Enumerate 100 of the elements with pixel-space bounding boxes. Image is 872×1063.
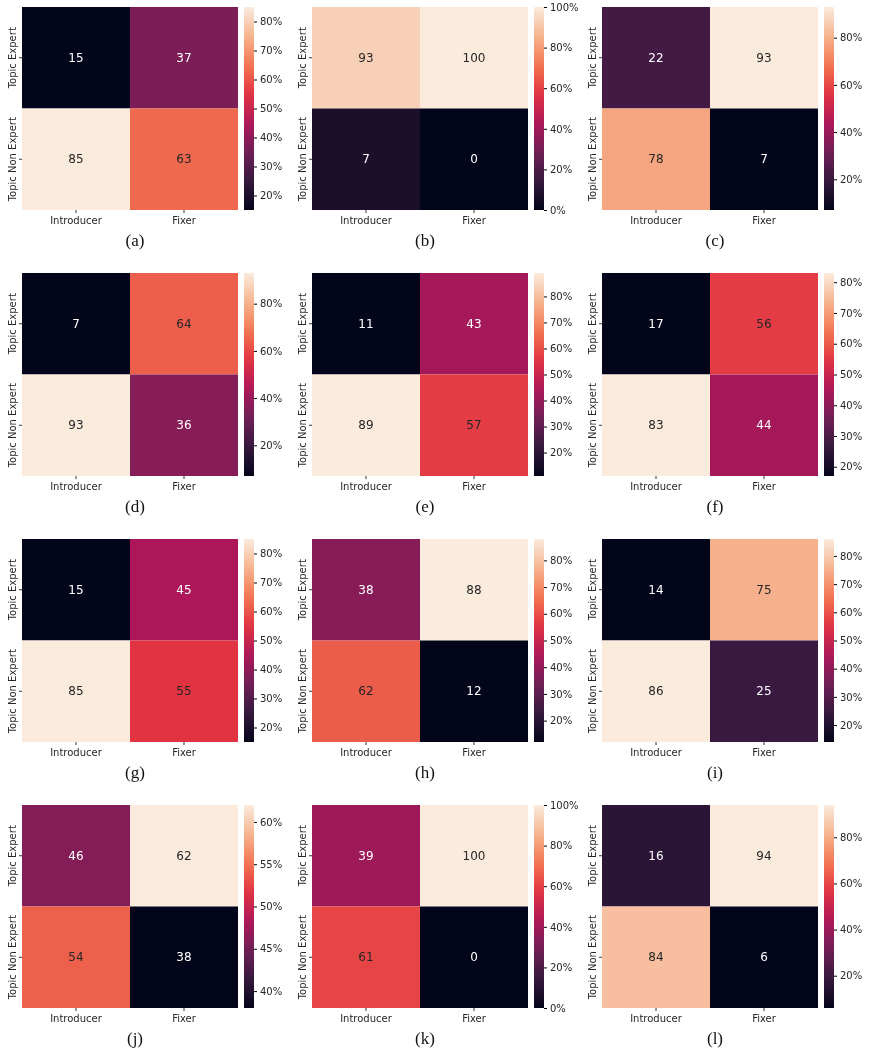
data-label: 15 xyxy=(68,50,84,65)
color-bar-label: 30% xyxy=(260,693,283,705)
y-tick-label: Topic Non Expert xyxy=(587,649,598,735)
data-label: 86 xyxy=(648,684,664,699)
data-label: 63 xyxy=(176,152,192,167)
x-tick-label: Fixer xyxy=(752,215,777,226)
y-tick-label: Topic Expert xyxy=(297,27,308,90)
color-bar-label: 60% xyxy=(840,878,863,890)
color-bar-label: 80% xyxy=(260,548,283,560)
data-label: 11 xyxy=(358,316,374,331)
data-label: 88 xyxy=(466,582,482,597)
color-bar-label: 70% xyxy=(260,577,283,589)
color-bar-label: 55% xyxy=(260,858,283,870)
x-tick-label: Introducer xyxy=(630,1013,683,1024)
y-tick-label: Topic Expert xyxy=(297,293,308,356)
color-bar-label: 50% xyxy=(550,635,573,647)
y-tick-label: Topic Non Expert xyxy=(587,915,598,1001)
x-tick-label: Fixer xyxy=(462,481,487,492)
color-bar-label: 80% xyxy=(550,840,573,852)
color-bar-label: 50% xyxy=(260,635,283,647)
y-tick-label: Topic Expert xyxy=(7,293,18,356)
data-label: 85 xyxy=(68,152,84,167)
data-label: 78 xyxy=(648,152,664,167)
color-bar-label: 40% xyxy=(550,921,573,933)
color-bar-label: 50% xyxy=(550,369,573,381)
data-label: 15 xyxy=(68,582,84,597)
color-bar-label: 80% xyxy=(840,550,863,562)
data-label: 61 xyxy=(358,950,374,965)
text: (e) xyxy=(415,497,435,516)
y-tick-label: Topic Expert xyxy=(297,559,308,622)
color-bar-label: 80% xyxy=(840,276,863,288)
color-bar-label: 30% xyxy=(840,430,863,442)
data-label: 94 xyxy=(756,848,772,863)
data-label: 25 xyxy=(756,684,772,699)
x-tick-label: Fixer xyxy=(462,1013,487,1024)
data-label: 36 xyxy=(176,418,192,433)
text: (d) xyxy=(125,497,145,516)
color-bar-label: 40% xyxy=(550,661,573,673)
color-bar-label: 100% xyxy=(550,799,579,811)
y-tick-label: Topic Non Expert xyxy=(587,383,598,469)
color-bar-label: 60% xyxy=(550,608,573,620)
text: (j) xyxy=(126,1029,144,1048)
color-bar-label: 30% xyxy=(550,688,573,700)
y-tick-label: Topic Expert xyxy=(587,559,598,622)
color-bar-label: 20% xyxy=(550,962,573,974)
text: (l) xyxy=(706,1029,724,1048)
color-bar-label: 40% xyxy=(840,663,863,675)
text: (i) xyxy=(706,763,724,782)
color-bar-label: 100% xyxy=(550,1,579,13)
data-label: 6 xyxy=(760,950,768,965)
data-label: 14 xyxy=(648,582,664,597)
color-bar-label: 70% xyxy=(840,307,863,319)
color-bar-label: 45% xyxy=(260,943,283,955)
y-tick-label: Topic Non Expert xyxy=(7,915,18,1001)
x-tick-label: Introducer xyxy=(50,481,103,492)
color-bar-label: 20% xyxy=(550,715,573,727)
data-label: 54 xyxy=(68,950,84,965)
color-bar-label: 70% xyxy=(840,578,863,590)
color-bar-label: 20% xyxy=(260,722,283,734)
color-bar-label: 40% xyxy=(260,132,283,144)
x-tick-label: Fixer xyxy=(752,481,777,492)
data-label: 44 xyxy=(756,418,772,433)
y-tick-label: Topic Non Expert xyxy=(297,915,308,1001)
y-tick-label: Topic Non Expert xyxy=(587,117,598,203)
color-bar-label: 40% xyxy=(260,664,283,676)
data-label: 75 xyxy=(756,582,772,597)
data-label: 7 xyxy=(72,316,80,331)
y-tick-label: Topic Expert xyxy=(297,825,308,888)
color-bar-label: 40% xyxy=(550,123,573,135)
data-label: 93 xyxy=(68,418,84,433)
data-label: 100 xyxy=(462,50,486,65)
color-bar-label: 80% xyxy=(550,291,573,303)
y-tick-label: Topic Expert xyxy=(7,559,18,622)
data-label: 39 xyxy=(358,848,374,863)
color-bar-label: 70% xyxy=(550,317,573,329)
data-label: 22 xyxy=(648,50,664,65)
data-label: 83 xyxy=(648,418,664,433)
y-tick-label: Topic Non Expert xyxy=(297,117,308,203)
x-tick-label: Fixer xyxy=(172,481,197,492)
color-bar-label: 20% xyxy=(840,174,863,186)
color-bar-label: 40% xyxy=(260,985,283,997)
data-label: 0 xyxy=(470,152,478,167)
x-tick-label: Fixer xyxy=(172,215,197,226)
x-tick-label: Introducer xyxy=(340,215,393,226)
data-label: 43 xyxy=(466,316,482,331)
data-label: 17 xyxy=(648,316,664,331)
color-bar-label: 40% xyxy=(840,399,863,411)
color-bar-label: 60% xyxy=(260,345,283,357)
y-tick-label: Topic Non Expert xyxy=(7,383,18,469)
y-tick-label: Topic Non Expert xyxy=(7,649,18,735)
text: (g) xyxy=(125,763,145,782)
color-bar-label: 60% xyxy=(840,338,863,350)
data-label: 7 xyxy=(760,152,768,167)
color-bar-label: 50% xyxy=(260,103,283,115)
data-label: 38 xyxy=(176,950,192,965)
data-label: 16 xyxy=(648,848,664,863)
color-bar-label: 20% xyxy=(260,190,283,202)
y-tick-label: Topic Expert xyxy=(587,825,598,888)
color-bar-label: 50% xyxy=(840,369,863,381)
text: (b) xyxy=(415,231,435,250)
